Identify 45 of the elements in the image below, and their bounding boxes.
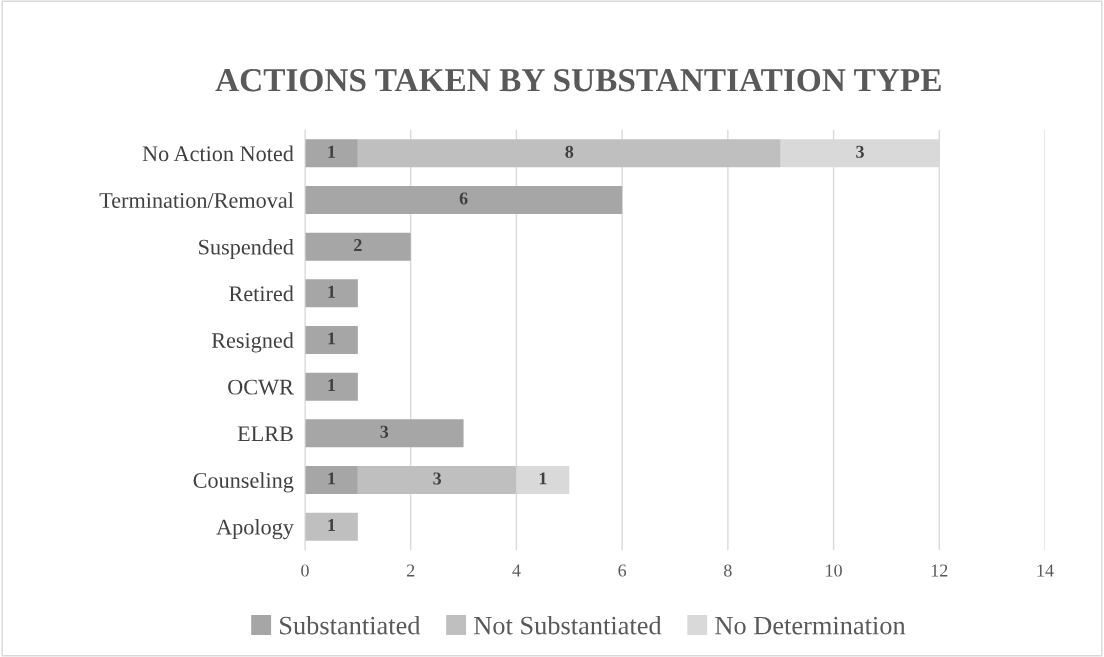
x-tick-label: 6	[618, 564, 627, 577]
y-tick-label: Suspended	[199, 238, 294, 260]
legend-label: Substantiated	[280, 615, 421, 635]
bar	[305, 326, 358, 354]
legend-label: No Determination	[715, 616, 906, 635]
bar	[305, 232, 411, 261]
data-label: 3	[433, 472, 442, 485]
data-label: 1	[328, 472, 336, 485]
legend-label: Not Substantiated	[474, 615, 662, 635]
bar	[305, 139, 358, 168]
y-tick-label: No Action Noted	[142, 145, 294, 162]
data-label: 1	[328, 145, 336, 158]
x-tick-label: 10	[826, 564, 842, 577]
data-label: 3	[856, 145, 864, 158]
data-label: 1	[539, 472, 547, 485]
x-tick-label: 14	[1037, 564, 1054, 577]
data-label: 2	[354, 239, 362, 252]
data-label: 3	[380, 425, 389, 438]
x-tick-label: 0	[301, 564, 309, 577]
y-tick-label: ELRB	[237, 426, 293, 442]
bar	[305, 372, 358, 401]
bar	[305, 466, 358, 494]
data-label: 6	[459, 192, 468, 205]
bar	[357, 139, 781, 168]
data-label: 1	[328, 519, 336, 532]
y-tick-label: Counseling	[193, 472, 294, 493]
y-tick-label: Termination/Removal	[99, 192, 294, 208]
bar	[305, 279, 358, 308]
data-label: 1	[328, 379, 336, 392]
x-tick-label: 4	[512, 564, 521, 577]
bar	[305, 512, 358, 541]
bar	[305, 419, 464, 448]
data-label: 8	[565, 145, 574, 158]
bar	[305, 186, 623, 214]
chart-title: ACTIONS TAKEN BY SUBSTANTIATION TYPE	[215, 69, 941, 92]
x-tick-label: 12	[931, 564, 948, 577]
x-tick-label: 8	[724, 564, 732, 577]
bar	[357, 466, 517, 494]
data-label: 1	[328, 332, 336, 345]
y-tick-label: Retired	[229, 285, 294, 302]
y-tick-label: Apology	[216, 518, 294, 540]
data-label: 1	[328, 285, 336, 298]
y-tick-label: Resigned	[211, 332, 294, 353]
x-tick-label: 2	[406, 564, 415, 577]
y-tick-label: OCWR	[228, 379, 294, 395]
